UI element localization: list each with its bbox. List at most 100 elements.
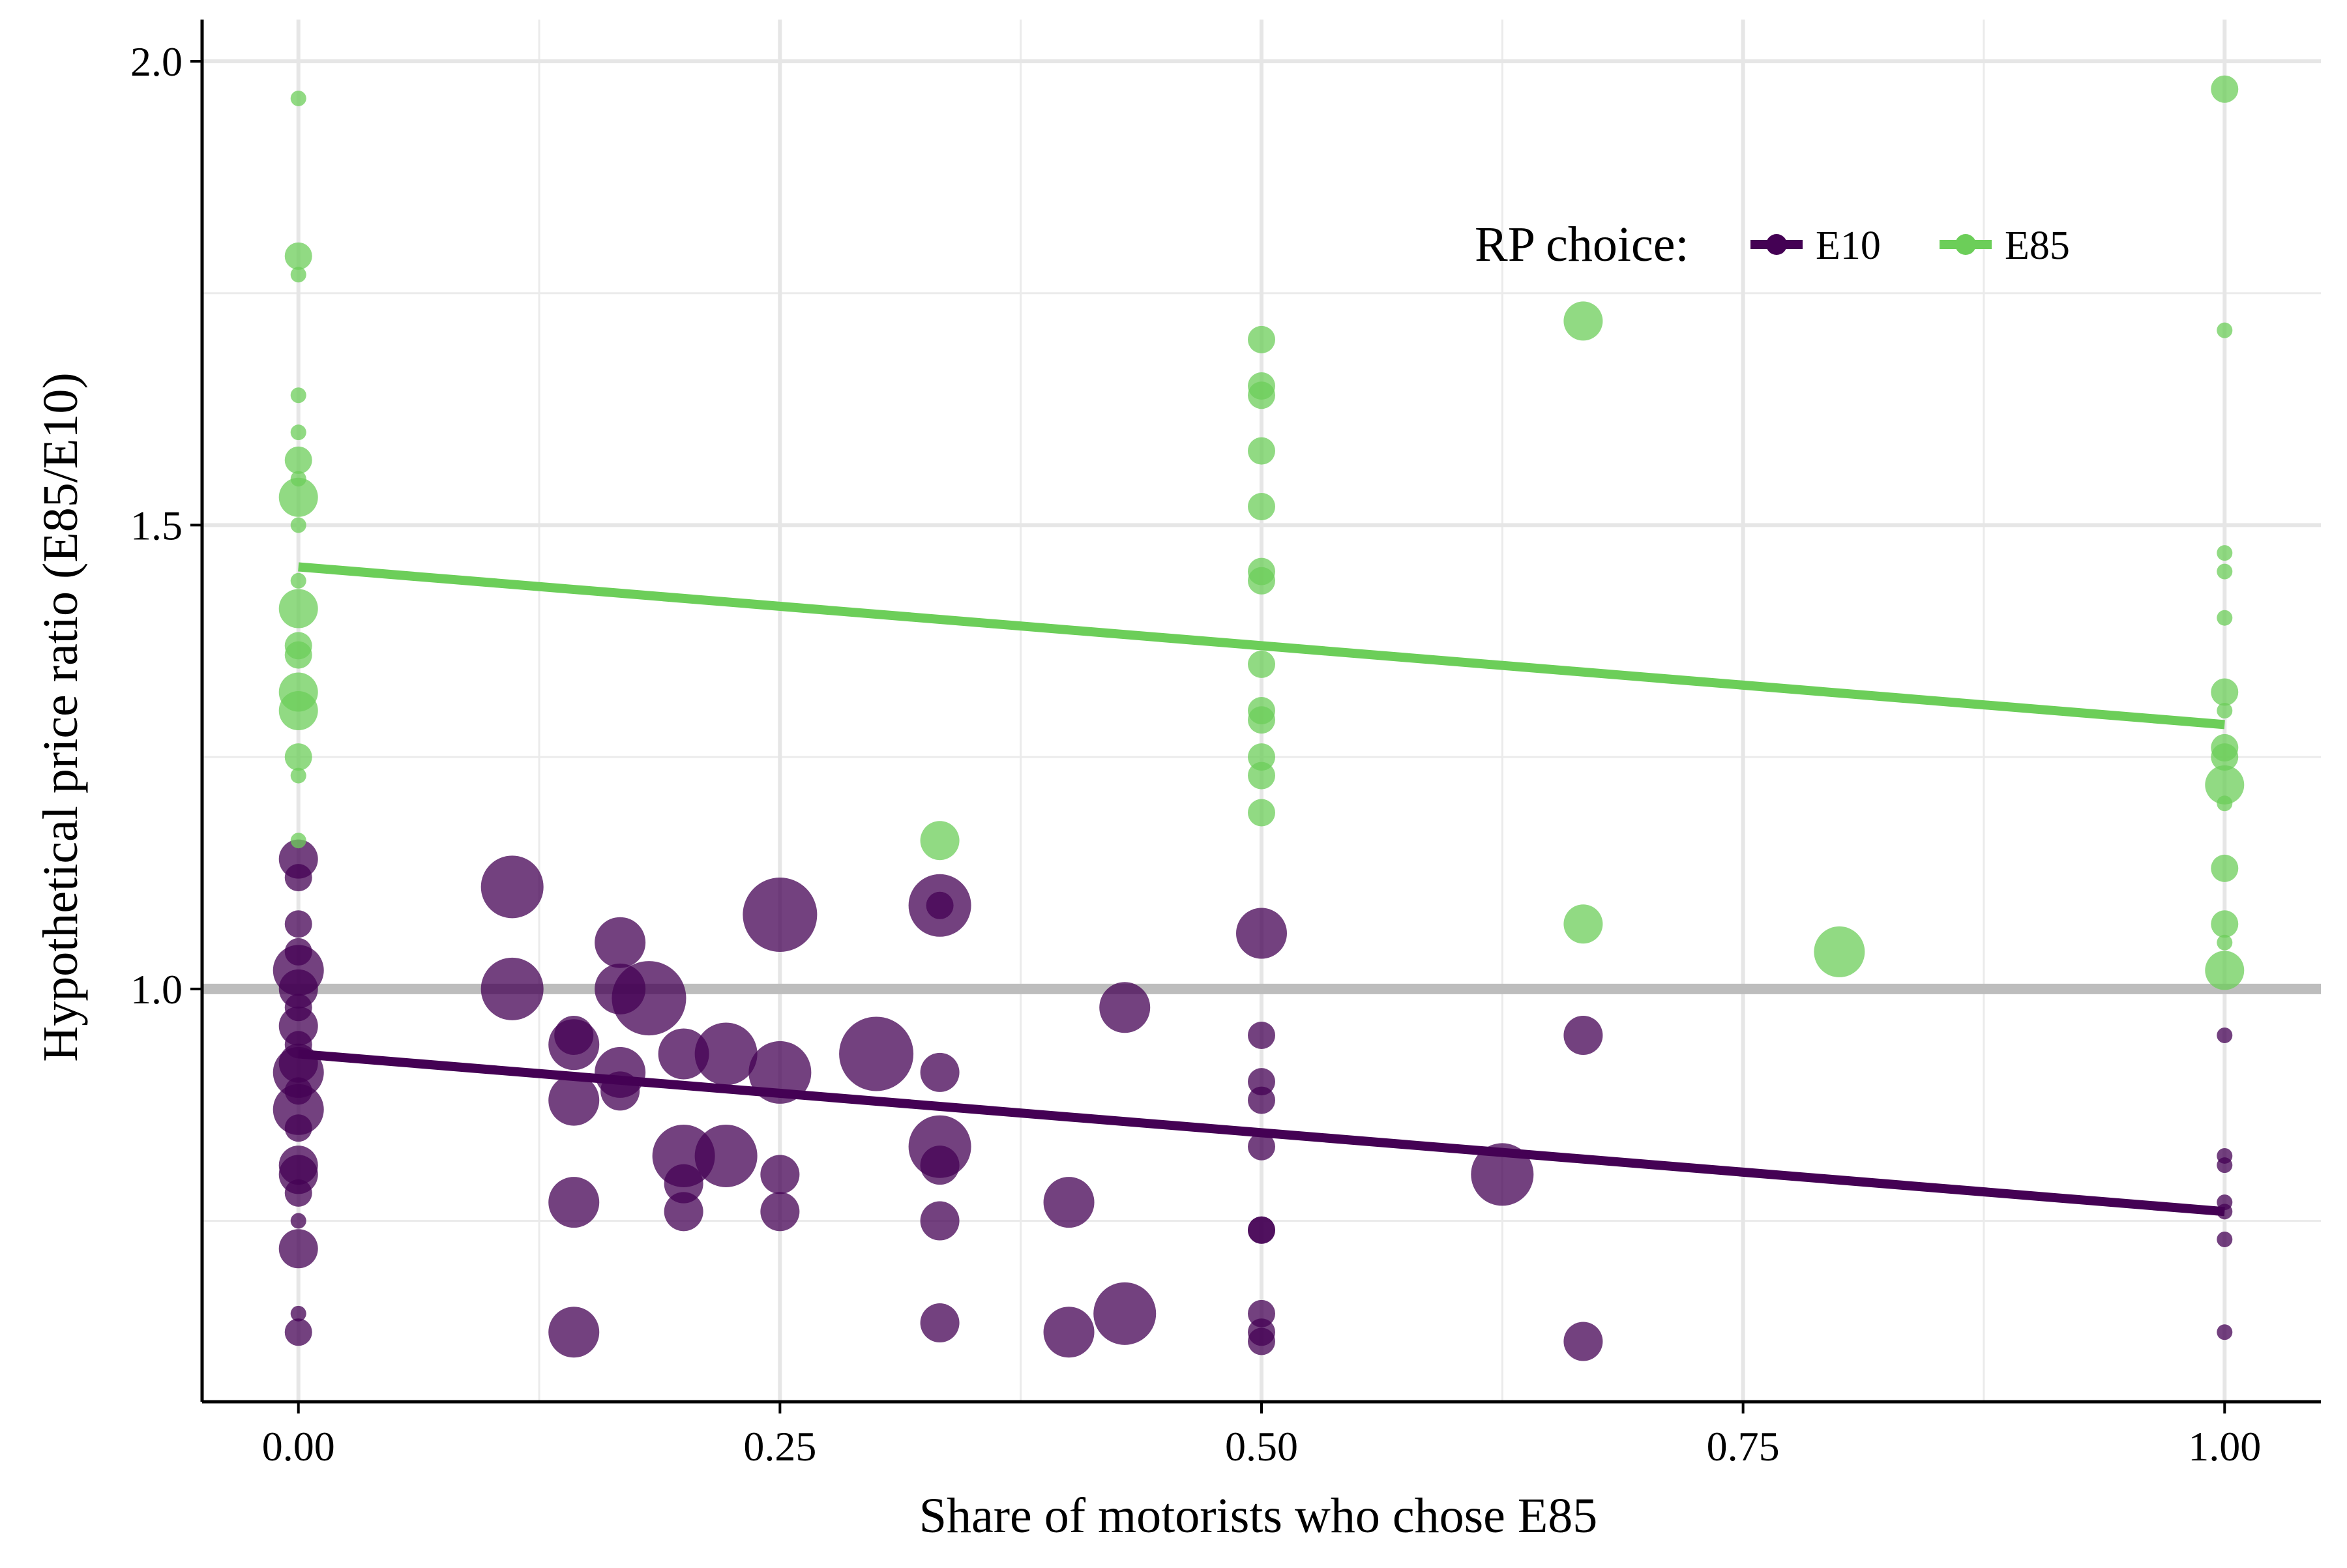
data-point-e10 xyxy=(920,1201,960,1241)
data-point-e10 xyxy=(284,994,312,1022)
data-point-e85 xyxy=(920,821,960,861)
data-point-e85 xyxy=(1563,904,1603,944)
data-point-e85 xyxy=(1248,567,1275,595)
legend-label-e85: E85 xyxy=(2005,224,2070,268)
data-point-e10 xyxy=(760,1155,800,1194)
legend-key-point-e85 xyxy=(1955,234,1976,255)
fit-line-e10 xyxy=(298,1049,2225,1217)
data-point-e85 xyxy=(1248,437,1275,465)
data-point-e85 xyxy=(2211,854,2239,882)
data-point-e10 xyxy=(1248,1216,1275,1244)
legend-title: RP choice: xyxy=(1475,217,1689,272)
data-point-e10 xyxy=(548,1074,600,1126)
points-layer xyxy=(273,75,2245,1361)
data-point-e85 xyxy=(2217,322,2233,338)
data-point-e10 xyxy=(920,1303,960,1343)
data-point-e85 xyxy=(2217,795,2233,812)
data-point-e10 xyxy=(554,1015,594,1055)
data-point-e85 xyxy=(290,267,306,283)
data-point-e10 xyxy=(920,1146,960,1185)
data-point-e10 xyxy=(595,963,646,1014)
data-point-e10 xyxy=(548,1307,600,1358)
data-point-e85 xyxy=(1248,381,1275,409)
data-point-e10 xyxy=(1563,1015,1603,1055)
y-axis-title: Hypothetical price ratio (E85/E10) xyxy=(33,372,88,1061)
data-point-e10 xyxy=(290,1305,306,1322)
legend: RP choice: E10 E85 xyxy=(1475,217,2070,272)
data-point-e10 xyxy=(284,938,312,966)
data-point-e85 xyxy=(290,517,306,533)
data-point-e85 xyxy=(284,743,312,771)
legend-label-e10: E10 xyxy=(1816,224,1881,268)
data-point-e85 xyxy=(290,572,306,589)
data-point-e10 xyxy=(920,1052,960,1092)
data-point-e10 xyxy=(694,1022,758,1086)
data-point-e10 xyxy=(1563,1322,1603,1361)
data-point-e85 xyxy=(290,387,306,404)
x-axis-title: Share of motorists who chose E85 xyxy=(919,1488,1598,1543)
data-point-e10 xyxy=(1471,1143,1534,1206)
y-tick-label: 1.0 xyxy=(130,966,183,1013)
data-point-e10 xyxy=(839,1016,914,1091)
data-point-e85 xyxy=(2217,934,2233,951)
data-point-e10 xyxy=(664,1164,703,1204)
data-point-e85 xyxy=(1563,301,1603,341)
data-point-e10 xyxy=(284,1114,312,1142)
data-point-e10 xyxy=(480,855,544,919)
data-point-e85 xyxy=(2211,743,2239,771)
data-point-e85 xyxy=(1248,650,1275,678)
data-point-e85 xyxy=(2217,563,2233,580)
data-point-e10 xyxy=(2217,1157,2233,1174)
data-point-e85 xyxy=(1814,926,1865,977)
fit-line-layer xyxy=(298,562,2225,1217)
data-point-e85 xyxy=(2217,703,2233,718)
data-point-e10 xyxy=(284,1318,312,1346)
data-point-e10 xyxy=(273,1084,324,1135)
data-point-e85 xyxy=(2205,951,2245,990)
data-point-e10 xyxy=(926,891,954,919)
data-point-e85 xyxy=(2205,765,2245,805)
data-point-e85 xyxy=(284,446,312,474)
data-point-e85 xyxy=(278,477,318,517)
data-point-e85 xyxy=(290,90,306,106)
data-point-e10 xyxy=(760,1192,800,1232)
data-point-e85 xyxy=(2211,678,2239,706)
data-point-e85 xyxy=(278,589,318,629)
data-point-e85 xyxy=(290,471,306,487)
data-point-e10 xyxy=(743,878,818,953)
x-tick-label: 0.00 xyxy=(262,1423,335,1470)
data-point-e85 xyxy=(1248,706,1275,734)
data-point-e10 xyxy=(480,957,544,1020)
y-tick-label: 1.5 xyxy=(130,502,183,548)
data-point-e10 xyxy=(2217,1232,2233,1248)
data-point-e85 xyxy=(290,833,306,849)
legend-key-point-e10 xyxy=(1766,234,1787,255)
axes-layer: 0.00 0.25 0.50 0.75 1.00 1.0 1.5 2.0 xyxy=(130,20,2321,1470)
data-point-e10 xyxy=(664,1192,703,1232)
data-point-e85 xyxy=(2217,610,2233,626)
data-point-e85 xyxy=(1248,492,1275,520)
data-point-e85 xyxy=(290,424,306,441)
data-point-e85 xyxy=(2211,75,2239,103)
data-point-e85 xyxy=(284,641,312,669)
data-point-e85 xyxy=(1248,325,1275,353)
x-tick-label: 0.50 xyxy=(1225,1423,1298,1470)
legend-items: E10 E85 xyxy=(1750,224,2070,268)
data-point-e10 xyxy=(1093,1282,1157,1345)
x-tick-label: 0.25 xyxy=(743,1423,816,1470)
data-point-e10 xyxy=(290,1213,306,1229)
data-point-e10 xyxy=(1248,1021,1275,1049)
data-point-e10 xyxy=(1248,1086,1275,1114)
data-point-e85 xyxy=(290,767,306,784)
data-point-e10 xyxy=(1099,982,1151,1033)
data-point-e85 xyxy=(2217,545,2233,561)
data-point-e10 xyxy=(595,917,646,968)
data-point-e10 xyxy=(284,910,312,938)
data-point-e10 xyxy=(548,1177,600,1228)
data-point-e10 xyxy=(278,1229,318,1269)
data-point-e10 xyxy=(284,1077,312,1105)
data-point-e10 xyxy=(694,1124,758,1187)
data-point-e10 xyxy=(284,864,312,892)
data-point-e10 xyxy=(1043,1177,1095,1228)
